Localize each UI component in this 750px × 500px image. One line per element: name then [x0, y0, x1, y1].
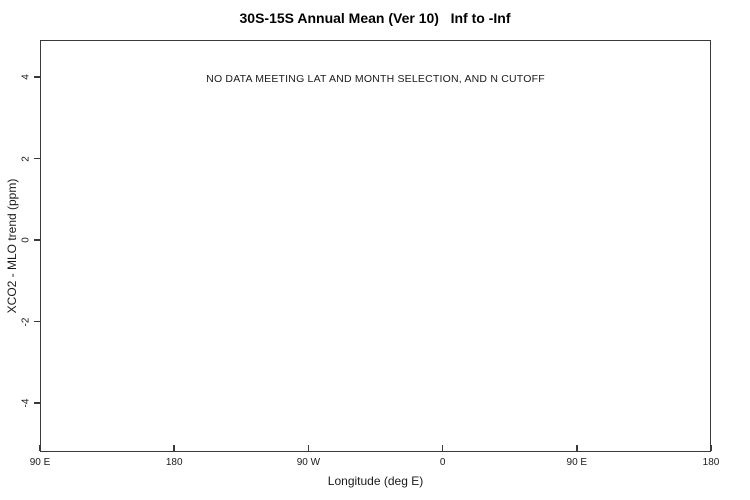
- x-axis-tick-label: 90 E: [29, 457, 51, 468]
- x-axis-label: Longitude (deg E): [327, 474, 424, 488]
- y-axis-tick: [34, 320, 40, 323]
- x-axis-tick: [576, 444, 578, 451]
- x-axis-tick-label: 0: [439, 457, 446, 468]
- y-axis-tick: [34, 239, 40, 241]
- plot-area: [40, 40, 711, 452]
- no-data-message: NO DATA MEETING LAT AND MONTH SELECTION,…: [206, 73, 545, 85]
- y-axis-tick-label: 4: [20, 74, 32, 80]
- x-axis-tick: [307, 444, 310, 451]
- x-axis-tick: [173, 444, 175, 451]
- x-axis-tick-label: 180: [702, 457, 720, 468]
- x-axis-tick-label: 90 W: [296, 457, 321, 468]
- y-axis-tick: [34, 157, 40, 160]
- chart-title: 30S-15S Annual Mean (Ver 10) Inf to -Inf: [239, 10, 511, 26]
- y-axis-tick-label: -2: [20, 317, 32, 327]
- x-axis-tick-label: 180: [165, 457, 183, 468]
- x-axis-tick-label: 90 E: [566, 457, 588, 468]
- x-axis-tick: [710, 444, 712, 451]
- y-axis-tick: [34, 76, 40, 78]
- x-axis-tick: [39, 444, 41, 451]
- y-axis-label: XCO2 - MLO trend (ppm): [5, 178, 19, 314]
- y-axis-tick-label: 2: [20, 155, 32, 162]
- y-axis-tick-label: 0: [20, 237, 32, 243]
- y-axis-tick: [34, 402, 40, 404]
- y-axis-tick-label: -4: [20, 398, 32, 408]
- x-axis-tick: [441, 444, 444, 451]
